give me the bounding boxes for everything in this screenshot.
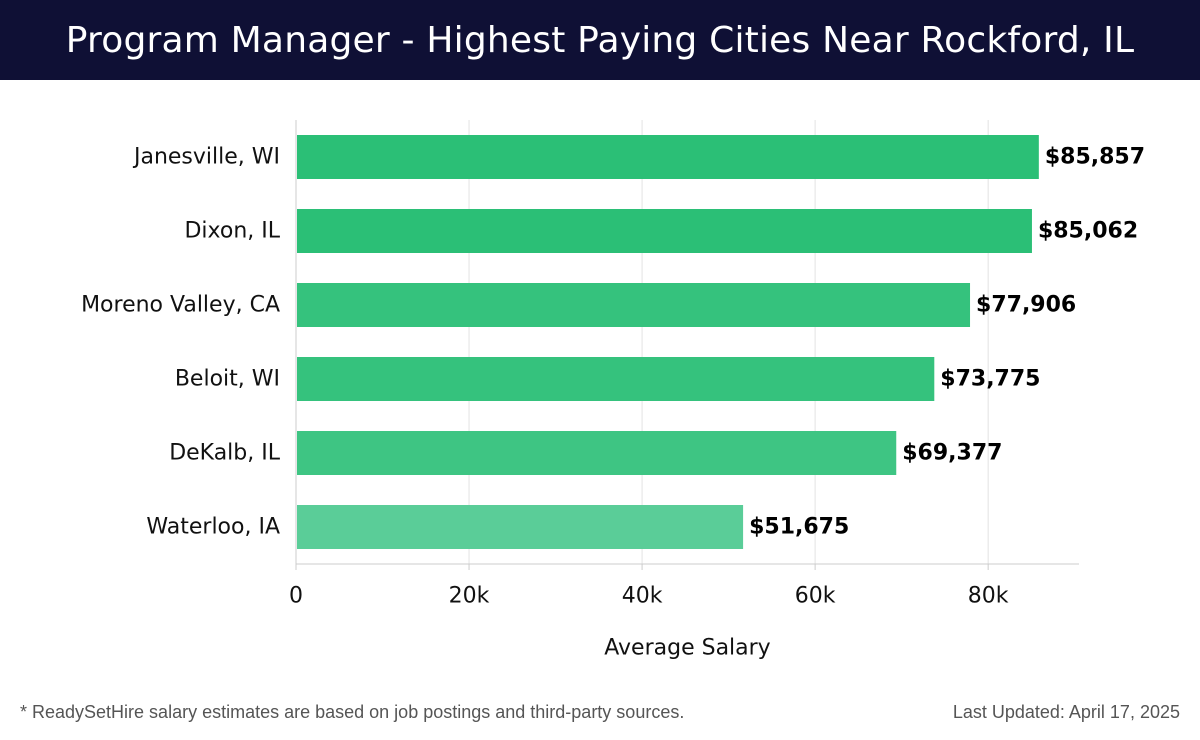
x-tick-label-3: 60k [795,584,836,609]
category-label-3: Beloit, WI [175,367,280,392]
value-label-1: $85,062 [1038,219,1138,244]
category-label-0: Janesville, WI [132,145,280,170]
bar-2 [297,283,971,327]
chart-title: Program Manager - Highest Paying Cities … [65,19,1135,61]
x-tick-label-1: 20k [449,584,490,609]
last-updated: Last Updated: April 17, 2025 [952,702,1180,722]
category-label-4: DeKalb, IL [169,441,281,466]
bar-5 [297,505,744,549]
x-tick-label-2: 40k [622,584,663,609]
x-tick-label-4: 80k [968,584,1009,609]
category-label-5: Waterloo, IA [146,515,280,540]
value-label-0: $85,857 [1045,145,1145,170]
value-label-5: $51,675 [749,515,849,540]
footnote: * ReadySetHire salary estimates are base… [20,702,685,722]
value-label-2: $77,906 [976,293,1076,318]
bar-0 [297,135,1039,179]
bar-1 [297,209,1032,253]
x-axis-title: Average Salary [604,636,770,661]
bar-4 [297,431,897,475]
chart-header: Program Manager - Highest Paying Cities … [0,0,1200,80]
bar-3 [297,357,935,401]
category-label-1: Dixon, IL [184,219,280,244]
salary-bar-chart: Janesville, WI $85,857 Dixon, IL $85,062 Mor… [81,120,1145,661]
category-label-2: Moreno Valley, CA [81,293,280,318]
value-label-3: $73,775 [940,367,1040,392]
x-tick-label-0: 0 [289,584,303,609]
value-label-4: $69,377 [902,441,1002,466]
